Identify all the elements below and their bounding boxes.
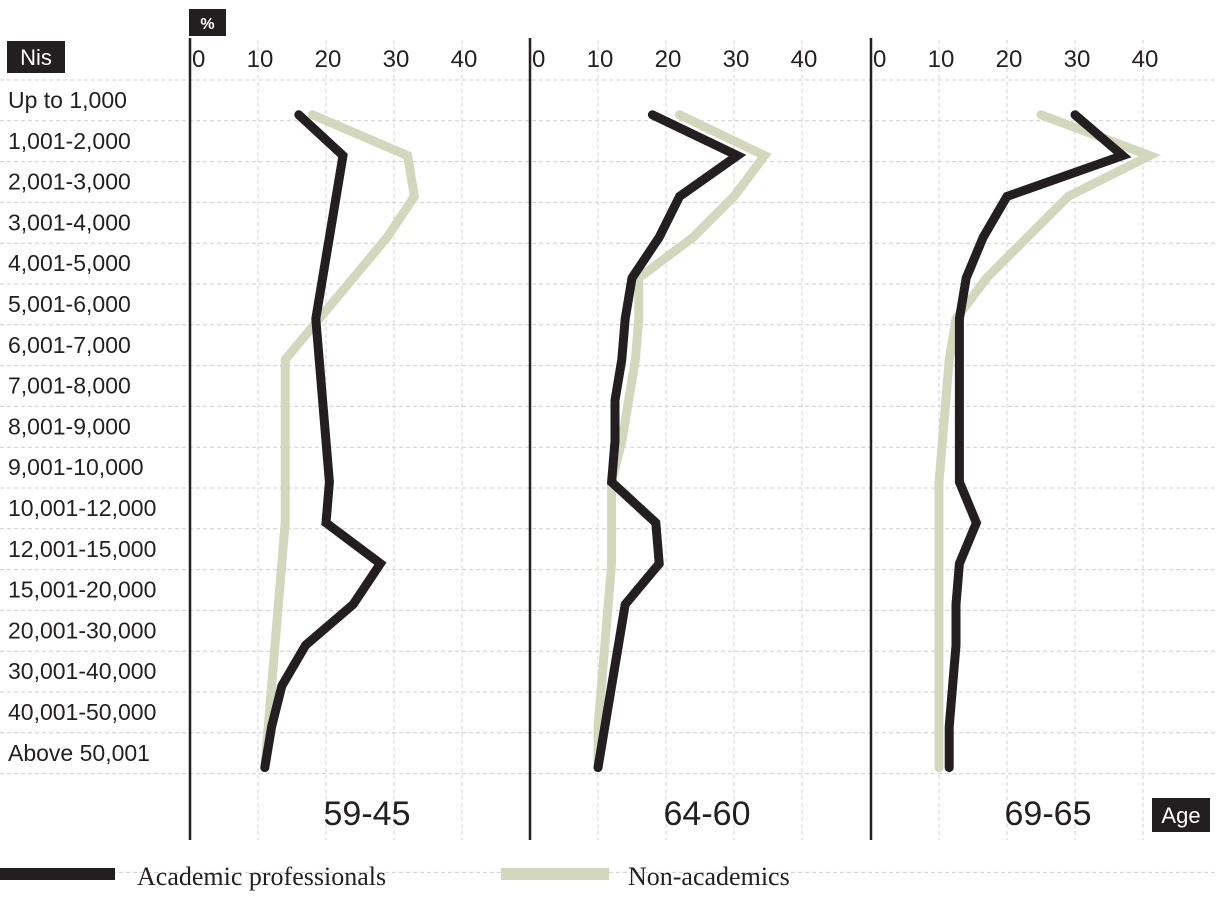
tick-label: 0 — [532, 46, 545, 73]
series-line-academic — [944, 110, 1132, 773]
panel-label: 59-45 — [324, 795, 411, 833]
legend: Academic professionals Non-academics — [0, 862, 790, 891]
series-line-nonacademic — [593, 110, 772, 773]
tick-label: 10 — [928, 46, 955, 73]
age-axis-badge: Age — [1152, 798, 1210, 832]
panel-label: 69-65 — [1005, 795, 1092, 833]
tick-label: 40 — [1132, 46, 1159, 73]
tick-label: 30 — [383, 46, 410, 73]
axis-layer — [188, 38, 873, 840]
legend-swatch-academic — [0, 868, 115, 880]
row-label: Up to 1,000 — [8, 87, 127, 113]
category-axis-label: Nis — [20, 45, 52, 70]
tick-label: 20 — [315, 46, 342, 73]
age-axis-label: Age — [1161, 803, 1200, 828]
grid-layer — [0, 40, 1216, 873]
series-layer — [260, 110, 1162, 773]
legend-swatch-nonacademic — [501, 868, 609, 880]
row-label: 3,001-4,000 — [8, 209, 131, 235]
age-axis-badge-box — [1152, 798, 1210, 832]
tick-label: 10 — [587, 46, 614, 73]
legend-label-nonacademic: Non-academics — [628, 862, 790, 891]
tick-label: 0 — [873, 46, 886, 73]
tick-label: 30 — [723, 46, 750, 73]
row-label: Above 50,001 — [8, 740, 150, 766]
unit-label: % — [200, 16, 214, 33]
row-label: 12,001-15,000 — [8, 536, 156, 562]
category-axis-badge: Nis — [7, 41, 65, 73]
row-label: 7,001-8,000 — [8, 373, 131, 399]
tick-label: 30 — [1064, 46, 1091, 73]
row-label: 40,001-50,000 — [8, 699, 156, 725]
series-line-nonacademic — [934, 110, 1162, 773]
unit-badge: % — [189, 9, 226, 36]
tick-label: 40 — [791, 46, 818, 73]
row-label: 6,001-7,000 — [8, 332, 131, 358]
row-label: 10,001-12,000 — [8, 495, 156, 521]
tick-label: 40 — [451, 46, 478, 73]
tick-label: 20 — [655, 46, 682, 73]
row-label: 2,001-3,000 — [8, 169, 131, 195]
legend-label-academic: Academic professionals — [137, 862, 386, 891]
row-label: 30,001-40,000 — [8, 658, 156, 684]
category-axis-badge-box — [7, 41, 65, 73]
row-label: 9,001-10,000 — [8, 454, 144, 480]
tick-label: 0 — [192, 46, 205, 73]
label-layer: Up to 1,000 1,001-2,000 2,001-3,000 3,001-4… — [8, 46, 1158, 833]
row-label: 4,001-5,000 — [8, 250, 131, 276]
row-label: 5,001-6,000 — [8, 291, 131, 317]
tick-label: 20 — [996, 46, 1023, 73]
row-label: 8,001-9,000 — [8, 413, 131, 439]
tick-label: 10 — [247, 46, 274, 73]
panel-label: 64-60 — [664, 795, 751, 833]
row-label: 20,001-30,000 — [8, 617, 156, 643]
unit-badge-box — [189, 9, 226, 36]
row-label: 1,001-2,000 — [8, 128, 131, 154]
row-label: 15,001-20,000 — [8, 577, 156, 603]
